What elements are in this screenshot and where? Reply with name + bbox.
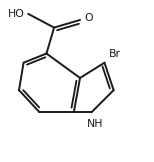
Text: HO: HO xyxy=(8,9,25,19)
Text: O: O xyxy=(85,13,93,23)
Text: Br: Br xyxy=(109,49,121,58)
Text: NH: NH xyxy=(87,119,103,129)
